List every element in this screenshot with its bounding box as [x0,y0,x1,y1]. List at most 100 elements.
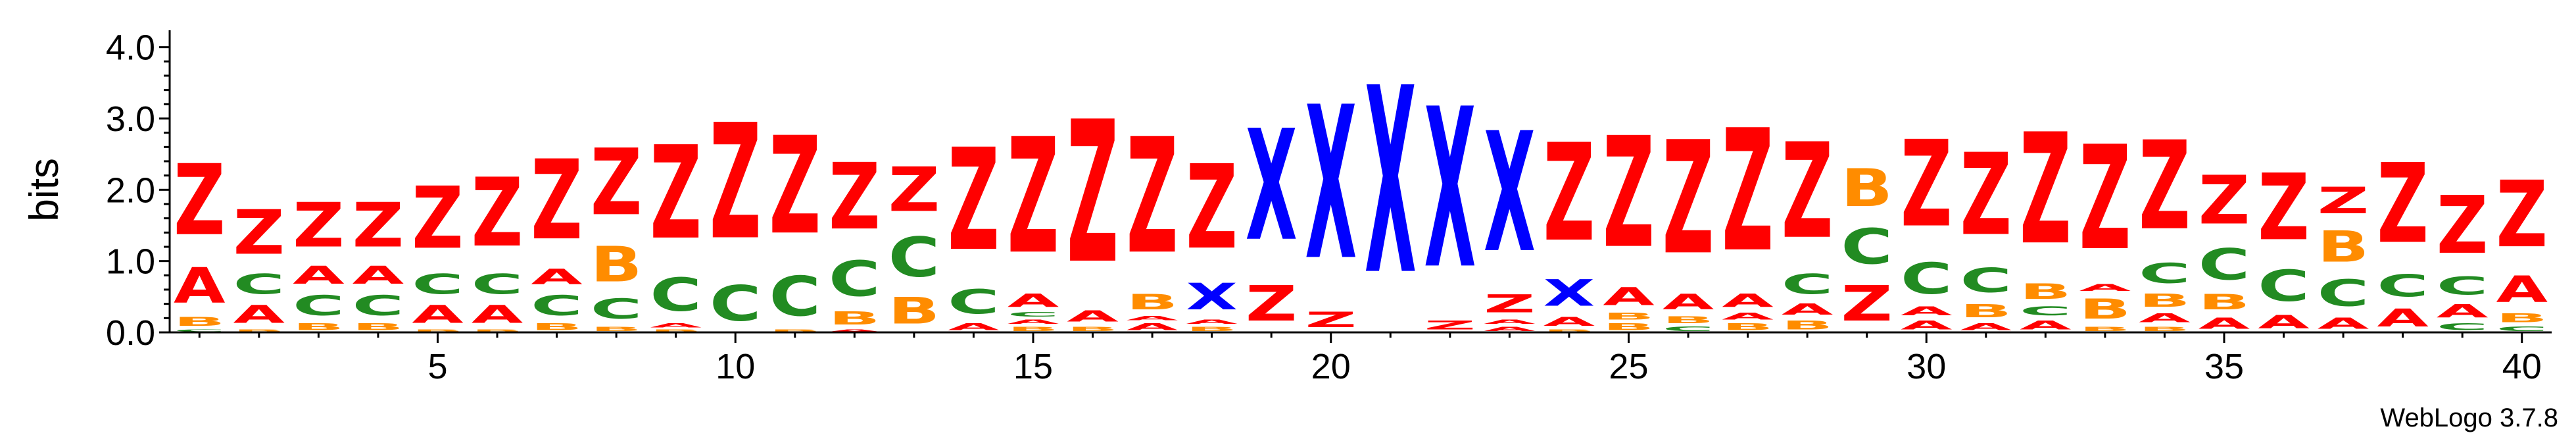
logo-glyph-C: C [2139,258,2191,290]
logo-glyph-C: C [591,294,643,325]
logo-glyph-A: A [1186,318,1238,325]
logo-glyph-B: B [1127,290,1179,315]
logo-glyph-C: C [650,269,702,322]
x-tick-label: 40 [2502,347,2542,386]
logo-glyph-B: B [2199,290,2250,315]
logo-glyph-A: A [2079,282,2131,293]
logo-glyph-Z: Z [412,169,464,269]
logo-glyph-A: A [1008,318,1059,325]
logo-glyph-B: B [591,237,643,294]
logo-glyph-Z: Z [769,109,821,265]
logo-glyph-B: B [1008,325,1059,332]
logo-glyph-A: A [2020,319,2072,333]
logo-glyph-B: B [412,329,464,332]
logo-glyph-Z: Z [591,130,643,236]
y-tick-label: 0.0 [106,313,155,353]
logo-glyph-B: B [531,322,583,332]
logo-glyph-B: B [352,322,404,332]
glyph-layer: CBAZBACZBCAZBCAZBACZBACZBCAZBCBZBACZCZBC… [174,34,2548,332]
logo-glyph-C: C [233,269,285,300]
logo-glyph-A: A [1901,319,1953,333]
logo-glyph-A: A [1960,322,2012,332]
logo-glyph-A: A [1722,290,1774,311]
logo-glyph-B: B [591,325,643,332]
logo-glyph-C: C [1663,325,1714,332]
logo-glyph-Z: Z [1841,276,1893,332]
logo-glyph-A: A [1127,322,1179,332]
logo-glyph-C: C [1782,269,1834,300]
logo-glyph-Z: Z [1186,141,1238,276]
logo-glyph-X: X [1424,63,1476,318]
logo-glyph-A: A [1484,325,1536,332]
logo-glyph-A: A [2318,315,2369,332]
logo-glyph-C: C [829,251,881,307]
logo-glyph-Z: Z [2437,180,2489,272]
logo-glyph-C: C [412,269,464,300]
logo-glyph-B: B [2139,325,2191,332]
logo-glyph-X: X [1186,276,1238,318]
logo-glyph-Z: Z [2258,155,2310,261]
y-tick-label: 3.0 [106,99,155,139]
logo-glyph-C: C [1960,261,2012,301]
logo-glyph-A: A [1901,304,1953,319]
logo-glyph-B: B [650,329,702,332]
logo-glyph-B: B [2496,311,2548,326]
logo-glyph-Z: Z [2020,101,2072,278]
logo-glyph-Z: Z [1008,105,1059,290]
logo-glyph-A: A [948,322,1000,332]
logo-glyph-A: A [2258,311,2310,332]
logo-glyph-Z: Z [1782,115,1834,268]
logo-glyph-C: C [472,269,523,300]
logo-glyph-C: C [293,290,345,322]
logo-glyph-X: X [1365,34,1417,332]
logo-glyph-A: A [1722,311,1774,322]
logo-glyph-C: C [2437,272,2489,300]
x-tick-label: 5 [427,347,447,386]
logo-glyph-Z: Z [650,120,702,269]
logo-glyph-A: A [1067,308,1119,326]
logo-glyph-B: B [1663,315,1714,325]
logo-glyph-A: A [650,322,702,329]
axes-layer: 0.0 1.0 2.0 3.0 4.0 5 10 15 20 25 30 35 40 [106,28,2552,386]
logo-glyph-Z: Z [2318,180,2369,222]
logo-glyph-C: C [352,290,404,322]
logo-glyph-Z: Z [1246,276,1298,332]
y-tick-label: 2.0 [106,170,155,210]
logo-glyph-B: B [2139,290,2191,311]
logo-glyph-C: C [2258,261,2310,311]
logo-glyph-A: A [174,258,226,315]
logo-glyph-Z: Z [472,158,523,268]
logo-glyph-B: B [293,322,345,332]
weblogo-credit: WebLogo 3.7.8 [2380,403,2558,432]
logo-glyph-Z: Z [1127,105,1179,290]
logo-glyph-X: X [1484,98,1536,290]
logo-glyph-A: A [1008,290,1059,311]
logo-glyph-Z: Z [1543,116,1595,272]
logo-glyph-A: A [1603,283,1655,311]
logo-glyph-A: A [1543,315,1595,329]
logo-glyph-B: B [174,315,226,329]
logo-glyph-C: C [2496,325,2548,332]
logo-glyph-Z: Z [352,190,404,261]
logo-glyph-B: B [769,329,821,332]
logo-glyph-Z: Z [2377,142,2429,269]
logo-glyph-X: X [1305,62,1357,307]
logo-glyph-C: C [2199,240,2250,289]
logo-glyph-B: B [2020,279,2072,304]
logo-glyph-A: A [2496,269,2548,311]
x-tick-label: 30 [1907,347,1946,386]
x-tick-label: 25 [1609,347,1648,386]
logo-glyph-C: C [531,290,583,322]
logo-glyph-Z: Z [1901,116,1953,254]
logo-glyph-B: B [1543,329,1595,332]
y-tick-label: 1.0 [106,242,155,282]
logo-glyph-Z: Z [2079,115,2131,282]
logo-glyph-C: C [2020,304,2072,318]
logo-glyph-B: B [1186,325,1238,332]
logo-glyph-B: B [1782,319,1834,333]
logo-glyph-X: X [1246,98,1298,275]
logo-glyph-B: B [829,307,881,328]
logo-glyph-C: C [2318,272,2369,315]
